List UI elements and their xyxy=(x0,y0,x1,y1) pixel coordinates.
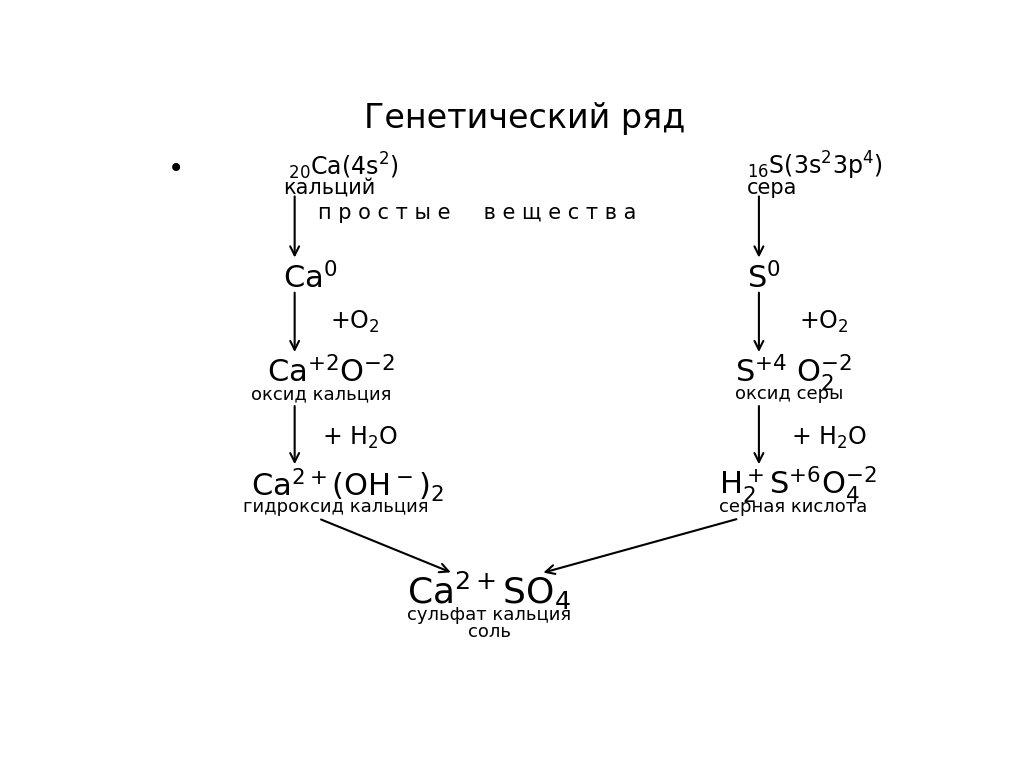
Text: Ca$^{2+}$(OH$^-$)$_2$: Ca$^{2+}$(OH$^-$)$_2$ xyxy=(251,466,443,504)
Text: H$_2^+$S$^{+6}$O$_4^{-2}$: H$_2^+$S$^{+6}$O$_4^{-2}$ xyxy=(719,464,878,505)
Text: Ca$^{+2}$O$^{-2}$: Ca$^{+2}$O$^{-2}$ xyxy=(267,357,395,389)
Text: + H$_2$O: + H$_2$O xyxy=(323,424,398,451)
Text: Ca$^0$: Ca$^0$ xyxy=(283,262,337,295)
Text: S$^{+4}$ O$_2^{-2}$: S$^{+4}$ O$_2^{-2}$ xyxy=(735,352,852,393)
Text: оксид серы: оксид серы xyxy=(735,386,844,403)
Text: •: • xyxy=(168,155,183,183)
Text: + H$_2$O: + H$_2$O xyxy=(791,424,866,451)
Text: сульфат кальция: сульфат кальция xyxy=(407,606,571,624)
Text: +O$_2$: +O$_2$ xyxy=(799,309,848,335)
Text: +O$_2$: +O$_2$ xyxy=(331,309,380,335)
Text: серная кислота: серная кислота xyxy=(719,498,867,515)
Text: кальций: кальций xyxy=(283,178,375,198)
Text: соль: соль xyxy=(468,624,511,641)
Text: оксид кальция: оксид кальция xyxy=(251,386,391,403)
Text: сера: сера xyxy=(748,178,798,198)
Text: п р о с т ы е     в е щ е с т в а: п р о с т ы е в е щ е с т в а xyxy=(318,203,636,223)
Text: $_{\ 20}$Ca(4s$^2$): $_{\ 20}$Ca(4s$^2$) xyxy=(283,150,398,182)
Text: гидроксид кальция: гидроксид кальция xyxy=(243,498,429,515)
Text: S$^0$: S$^0$ xyxy=(748,262,780,295)
Text: Ca$^{2+}$SO$_4$: Ca$^{2+}$SO$_4$ xyxy=(407,570,571,612)
Text: $_{16}$S(3s$^2$3p$^4$): $_{16}$S(3s$^2$3p$^4$) xyxy=(748,150,883,182)
Text: Генетический ряд: Генетический ряд xyxy=(365,102,685,135)
